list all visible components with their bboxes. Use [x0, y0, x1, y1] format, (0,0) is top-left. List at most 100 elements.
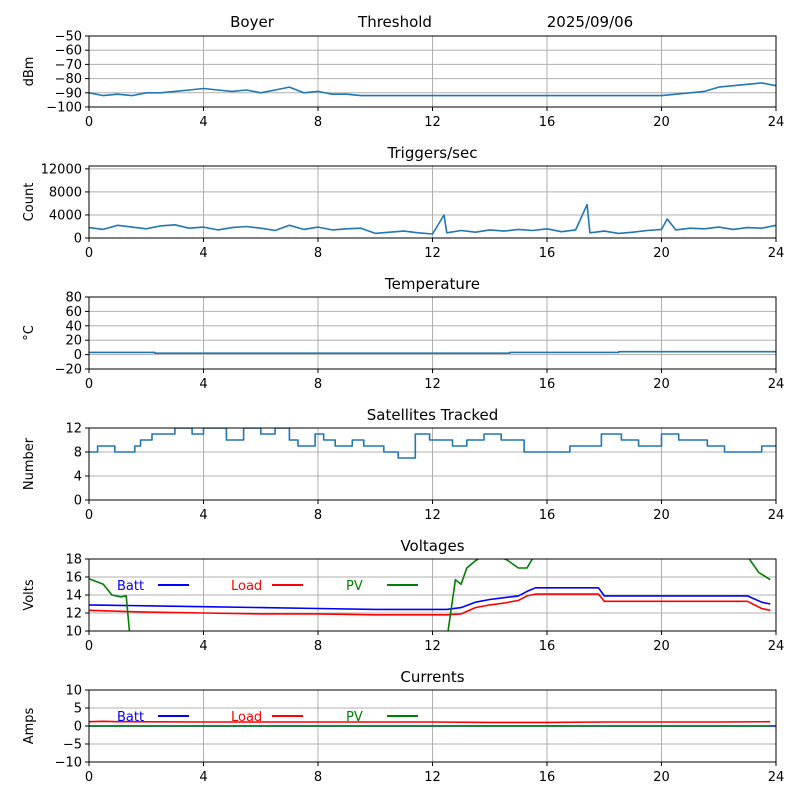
x-tick-label: 16 — [539, 377, 556, 392]
y-tick-label: −90 — [55, 86, 82, 101]
y-tick-label: −80 — [55, 72, 82, 87]
series-line-triggers — [89, 203, 776, 235]
x-tick-label: 24 — [768, 639, 785, 654]
y-tick-label: 4000 — [49, 208, 82, 223]
x-tick-label: 8 — [314, 508, 322, 523]
y-tick-label: 18 — [65, 553, 82, 568]
y-tick-label: −70 — [55, 58, 82, 73]
y-tick-label: 80 — [65, 291, 82, 306]
series-line-temperature — [89, 350, 776, 355]
x-tick-label: 24 — [768, 246, 785, 261]
x-tick-label: 8 — [314, 115, 322, 130]
x-tick-label: 12 — [424, 115, 441, 130]
legend-label-batt: Batt — [117, 579, 144, 594]
y-tick-label: 8000 — [49, 185, 82, 200]
x-tick-label: 4 — [199, 246, 207, 261]
x-tick-label: 24 — [768, 508, 785, 523]
x-tick-label: 20 — [653, 639, 670, 654]
x-tick-label: 4 — [199, 508, 207, 523]
y-axis-title: Count — [22, 183, 37, 222]
date-label: 2025/09/06 — [547, 13, 633, 31]
x-tick-label: 24 — [768, 770, 785, 785]
panel-title: Temperature — [384, 275, 480, 293]
y-axis-title: Number — [22, 437, 37, 490]
panel-triggers: 0 4 8 12 16 20 24 12000 8000 4000 0 Count Triggers/s… — [22, 144, 784, 261]
x-tick-label: 0 — [85, 508, 93, 523]
y-axis-title: Amps — [22, 707, 37, 744]
x-tick-label: 16 — [539, 246, 556, 261]
x-tick-label: 20 — [653, 246, 670, 261]
y-tick-label: −60 — [55, 44, 82, 59]
y-tick-label: 60 — [65, 305, 82, 320]
x-tick-label: 16 — [539, 770, 556, 785]
x-tick-label: 20 — [653, 508, 670, 523]
y-axis-title: °C — [22, 325, 37, 341]
panel-currents: 0 4 8 12 16 20 24 10 5 0 −5 −10 Amps Currents Batt Load… — [22, 668, 784, 785]
panel-title: Voltages — [400, 537, 464, 555]
y-tick-label: 14 — [65, 589, 82, 604]
y-tick-label: 5 — [74, 702, 82, 717]
x-tick-label: 8 — [314, 639, 322, 654]
x-tick-label: 12 — [424, 639, 441, 654]
y-tick-label: 0 — [74, 494, 82, 509]
x-tick-label: 12 — [424, 377, 441, 392]
panel-title: Triggers/sec — [387, 144, 478, 162]
legend-label-batt: Batt — [117, 710, 144, 725]
y-tick-label: 4 — [74, 470, 82, 485]
series-line-batt — [89, 586, 771, 611]
station-name: Boyer — [230, 13, 275, 31]
x-tick-label: 8 — [314, 377, 322, 392]
y-tick-label: 10 — [65, 684, 82, 699]
y-tick-label: 0 — [74, 348, 82, 363]
x-tick-label: 4 — [199, 377, 207, 392]
panel-voltages: 0 4 8 12 16 20 24 18 16 14 12 10 Volts Voltages Batt Lo… — [22, 537, 785, 654]
legend-label-load: Load — [231, 579, 262, 594]
x-tick-label: 8 — [314, 246, 322, 261]
x-tick-label: 16 — [539, 115, 556, 130]
panel-title: Satellites Tracked — [367, 406, 498, 424]
x-tick-label: 8 — [314, 770, 322, 785]
y-tick-label: 16 — [65, 571, 82, 586]
y-axis-title: Volts — [22, 579, 37, 611]
series-line-load — [89, 720, 771, 724]
x-tick-label: 20 — [653, 115, 670, 130]
y-tick-label: 40 — [65, 319, 82, 334]
y-tick-label: 0 — [74, 232, 82, 247]
y-tick-label: −5 — [63, 738, 82, 753]
x-tick-label: 0 — [85, 115, 93, 130]
series-line-pv — [89, 559, 771, 631]
mode-title: Threshold — [357, 13, 432, 31]
x-tick-label: 0 — [85, 246, 93, 261]
y-axis-title: dBm — [22, 57, 37, 87]
x-tick-label: 12 — [424, 770, 441, 785]
x-tick-label: 16 — [539, 639, 556, 654]
y-tick-label: 12000 — [41, 162, 82, 177]
series-line-threshold — [89, 82, 776, 97]
legend-label-pv: PV — [346, 710, 363, 725]
legend-label-load: Load — [231, 710, 262, 725]
y-tick-label: −100 — [46, 101, 82, 116]
y-tick-label: −10 — [55, 756, 82, 771]
y-tick-label: 12 — [65, 607, 82, 622]
y-tick-label: 0 — [74, 720, 82, 735]
y-tick-label: −20 — [55, 363, 82, 378]
panel-threshold: 0 4 8 12 16 20 24 −50−60−70−80−90−100 dBm — [22, 30, 784, 131]
x-tick-label: 4 — [199, 770, 207, 785]
x-tick-label: 0 — [85, 639, 93, 654]
y-tick-label: 10 — [65, 625, 82, 640]
y-tick-label: 12 — [65, 422, 82, 437]
panel-satellites: 0 4 8 12 16 20 24 12 8 4 0 Number Satellites Tracked — [22, 406, 784, 523]
y-tick-label: 8 — [74, 446, 82, 461]
x-tick-label: 0 — [85, 770, 93, 785]
x-tick-label: 0 — [85, 377, 93, 392]
x-tick-label: 24 — [768, 115, 785, 130]
x-tick-label: 12 — [424, 508, 441, 523]
series-line-load — [89, 593, 771, 616]
x-tick-label: 16 — [539, 508, 556, 523]
x-tick-label: 20 — [653, 377, 670, 392]
panel-title: Currents — [400, 668, 464, 686]
series-line-satellites — [89, 428, 776, 459]
x-tick-label: 24 — [768, 377, 785, 392]
x-tick-label: 12 — [424, 246, 441, 261]
